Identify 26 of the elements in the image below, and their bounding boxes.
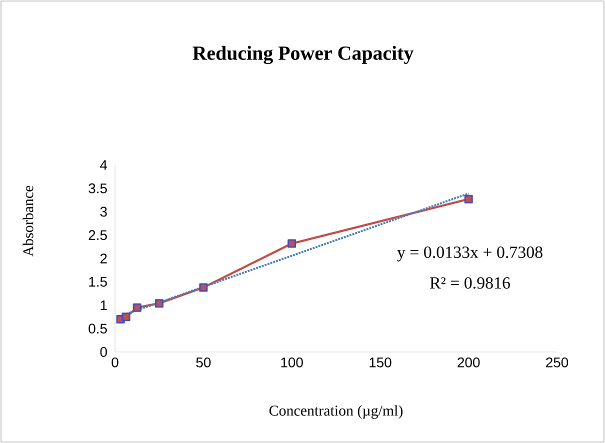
y-tick-label: 1 xyxy=(100,300,107,310)
point xyxy=(288,239,296,248)
x-tick-label: 50 xyxy=(196,357,211,368)
y-tick-label: 0.5 xyxy=(88,324,107,334)
annotation: y = 0.0133x + 0.7308 xyxy=(397,246,542,262)
x-tick-label: 150 xyxy=(370,357,392,368)
point xyxy=(132,303,142,312)
y-axis-title: Absorbance xyxy=(22,186,34,257)
x-tick-label: 200 xyxy=(458,357,480,368)
point xyxy=(464,194,473,204)
x-tick-label: 0 xyxy=(112,357,118,368)
y-tick-label: 2 xyxy=(100,254,107,264)
chart-title: Reducing Power Capacity xyxy=(192,46,414,64)
point xyxy=(154,299,164,308)
y-tick-label: 3 xyxy=(100,206,107,217)
y-tick-label: 4 xyxy=(100,160,108,170)
y-tick-label: 0 xyxy=(100,347,107,357)
point xyxy=(199,283,208,292)
annotation: R² = 0.9816 xyxy=(430,277,510,289)
y-tick-label: 1.5 xyxy=(89,277,107,287)
point xyxy=(122,312,130,322)
y-tick-label: 2.5 xyxy=(88,230,107,240)
x-tick-label: 250 xyxy=(546,357,568,368)
x-tick-label: 100 xyxy=(281,357,303,368)
x-axis-title: Concentration (µg/ml) xyxy=(269,405,403,419)
y-tick-label: 3.5 xyxy=(88,183,107,194)
